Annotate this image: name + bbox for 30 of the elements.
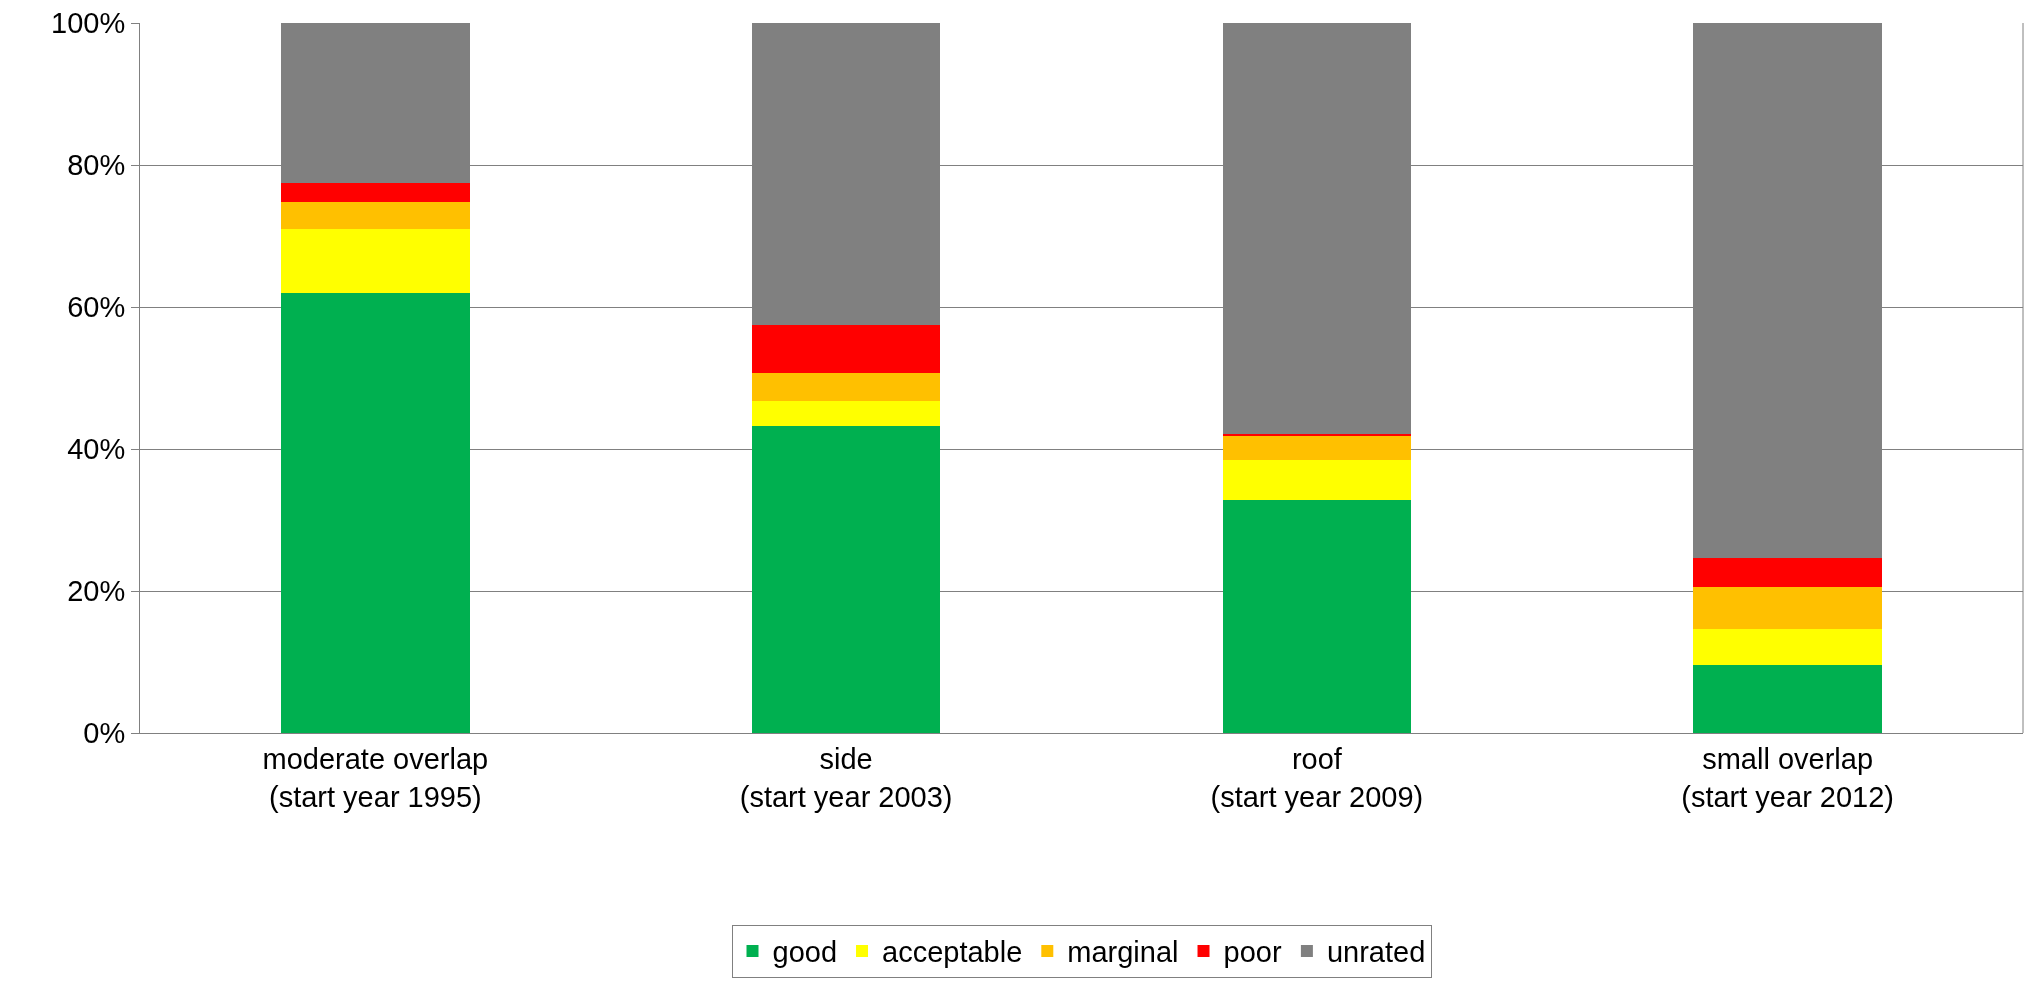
bar <box>281 228 470 293</box>
y-tick-label: 100% <box>51 7 126 40</box>
bar <box>751 325 941 374</box>
x-tick-label: small overlap (start year 2012) <box>1681 742 1895 813</box>
bar <box>1693 664 1882 733</box>
bar <box>281 182 470 202</box>
legend-label: marginal <box>1067 936 1179 969</box>
bar <box>1222 500 1412 733</box>
bar <box>1222 459 1412 501</box>
bar <box>281 292 470 733</box>
bar <box>751 373 941 401</box>
x-tick-label: moderate overlap (start year 1995) <box>262 742 489 813</box>
legend-label: poor <box>1223 936 1282 969</box>
bar <box>1222 435 1412 460</box>
bar <box>1693 586 1882 629</box>
bar <box>1693 557 1882 587</box>
legend-label: acceptable <box>882 936 1023 969</box>
y-tick-label: 0% <box>83 717 126 750</box>
bar <box>281 201 470 229</box>
bar <box>751 426 941 733</box>
legend-label: good <box>772 936 838 969</box>
bar <box>1693 628 1882 665</box>
bar <box>751 400 941 427</box>
y-tick-label: 20% <box>67 575 126 608</box>
y-tick-label: 40% <box>67 433 126 466</box>
y-tick-label: 60% <box>67 291 126 324</box>
x-tick-label: roof (start year 2009) <box>1210 742 1424 813</box>
y-tick-label: 80% <box>67 149 126 182</box>
x-tick-label: side (start year 2003) <box>739 742 953 813</box>
legend-label: unrated <box>1326 936 1426 969</box>
